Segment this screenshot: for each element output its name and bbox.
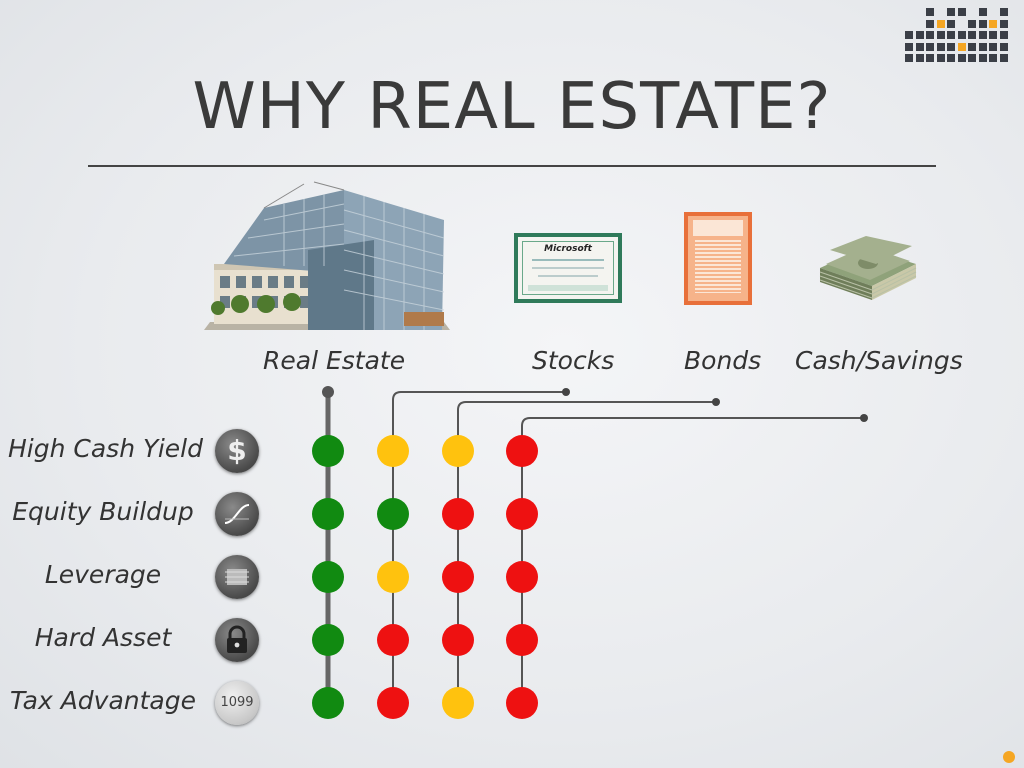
logo-square bbox=[947, 54, 955, 62]
column-label-stocks: Stocks bbox=[532, 346, 615, 375]
logo-square bbox=[999, 54, 1008, 62]
logo-square bbox=[978, 31, 987, 39]
logo-square bbox=[936, 42, 945, 51]
row-label: Leverage bbox=[44, 560, 162, 589]
logo-square bbox=[936, 31, 945, 39]
bond-certificate-image bbox=[684, 212, 752, 305]
logo-square bbox=[915, 42, 924, 51]
logo-square bbox=[915, 54, 924, 62]
logo-square bbox=[947, 8, 955, 16]
logo-square bbox=[957, 54, 966, 62]
row-label: Tax Advantage bbox=[9, 686, 196, 715]
office-building-photo bbox=[204, 181, 450, 330]
row-label: Hard Asset bbox=[34, 623, 172, 652]
cash-savings-connector-end bbox=[860, 414, 868, 422]
stock-certificate-image: Microsoft bbox=[514, 233, 622, 303]
rating-dot-cash-savings-red bbox=[506, 561, 538, 593]
stocks-connector-end bbox=[562, 388, 570, 396]
lock-icon bbox=[215, 618, 259, 662]
rating-dot-real-estate-green bbox=[312, 624, 344, 656]
rating-dot-cash-savings-red bbox=[506, 624, 538, 656]
rating-dot-bonds-yellow bbox=[442, 687, 474, 719]
rating-dot-stocks-red bbox=[377, 624, 409, 656]
logo-square bbox=[978, 42, 987, 51]
bonds-connector bbox=[457, 401, 716, 703]
title-divider bbox=[88, 165, 936, 167]
rating-dot-cash-savings-red bbox=[506, 498, 538, 530]
rating-dot-bonds-red bbox=[442, 561, 474, 593]
logo-square bbox=[978, 19, 987, 28]
logo-square bbox=[926, 54, 934, 62]
logo-square bbox=[957, 42, 966, 51]
logo-square bbox=[968, 42, 976, 51]
logo-square bbox=[968, 54, 976, 62]
rating-dot-stocks-red bbox=[377, 687, 409, 719]
page-title: WHY REAL ESTATE? bbox=[192, 70, 832, 144]
logo-square bbox=[989, 19, 997, 28]
rating-dot-real-estate-green bbox=[312, 498, 344, 530]
column-label-cash-savings: Cash/Savings bbox=[795, 346, 963, 375]
logo-square bbox=[957, 8, 966, 16]
slide-indicator-dot bbox=[1003, 751, 1015, 763]
logo-square bbox=[999, 19, 1008, 28]
logo-square bbox=[926, 19, 934, 28]
cash-savings-connector bbox=[521, 417, 864, 703]
logo-square bbox=[926, 8, 934, 16]
logo-square bbox=[999, 8, 1008, 16]
logo-square bbox=[936, 19, 945, 28]
logo-square bbox=[936, 54, 945, 62]
logo-square bbox=[989, 42, 997, 51]
chip-icon bbox=[215, 555, 259, 599]
stock-certificate-brand: Microsoft bbox=[544, 244, 592, 254]
rating-dot-real-estate-green bbox=[312, 435, 344, 467]
logo-square bbox=[905, 42, 913, 51]
rating-dot-stocks-yellow bbox=[377, 561, 409, 593]
column-label-bonds: Bonds bbox=[684, 346, 762, 375]
rating-dot-bonds-red bbox=[442, 498, 474, 530]
rating-dot-stocks-yellow bbox=[377, 435, 409, 467]
company-logo bbox=[905, 8, 1011, 66]
logo-square bbox=[968, 31, 976, 39]
logo-square bbox=[999, 42, 1008, 51]
cash-stack-image bbox=[819, 236, 917, 300]
column-label-real-estate: Real Estate bbox=[263, 346, 406, 375]
logo-square bbox=[957, 31, 966, 39]
logo-square bbox=[926, 31, 934, 39]
row-label: High Cash Yield bbox=[8, 434, 203, 463]
rating-dot-cash-savings-red bbox=[506, 687, 538, 719]
growth-curve-icon bbox=[215, 492, 259, 536]
rating-dot-real-estate-green bbox=[312, 687, 344, 719]
rating-dot-real-estate-green bbox=[312, 561, 344, 593]
logo-square bbox=[999, 31, 1008, 39]
logo-square bbox=[978, 54, 987, 62]
logo-square bbox=[947, 42, 955, 51]
rating-dot-cash-savings-red bbox=[506, 435, 538, 467]
row-label: Equity Buildup bbox=[12, 497, 194, 526]
logo-square bbox=[905, 31, 913, 39]
logo-square bbox=[978, 8, 987, 16]
rating-dot-bonds-red bbox=[442, 624, 474, 656]
logo-square bbox=[989, 54, 997, 62]
logo-square bbox=[947, 31, 955, 39]
dollar-icon: $ bbox=[215, 429, 259, 473]
bonds-connector-end bbox=[712, 398, 720, 406]
logo-square bbox=[915, 31, 924, 39]
real-estate-connector-end bbox=[322, 386, 334, 398]
logo-square bbox=[905, 54, 913, 62]
stocks-connector bbox=[392, 391, 566, 703]
logo-square bbox=[926, 42, 934, 51]
dollar-icon-text: $ bbox=[227, 434, 247, 467]
rating-dot-bonds-yellow bbox=[442, 435, 474, 467]
tax-form-icon: 1099 bbox=[215, 681, 259, 725]
logo-square bbox=[968, 19, 976, 28]
logo-square bbox=[989, 31, 997, 39]
rating-dot-stocks-green bbox=[377, 498, 409, 530]
tax-form-icon-text: 1099 bbox=[220, 695, 254, 710]
logo-square bbox=[947, 19, 955, 28]
